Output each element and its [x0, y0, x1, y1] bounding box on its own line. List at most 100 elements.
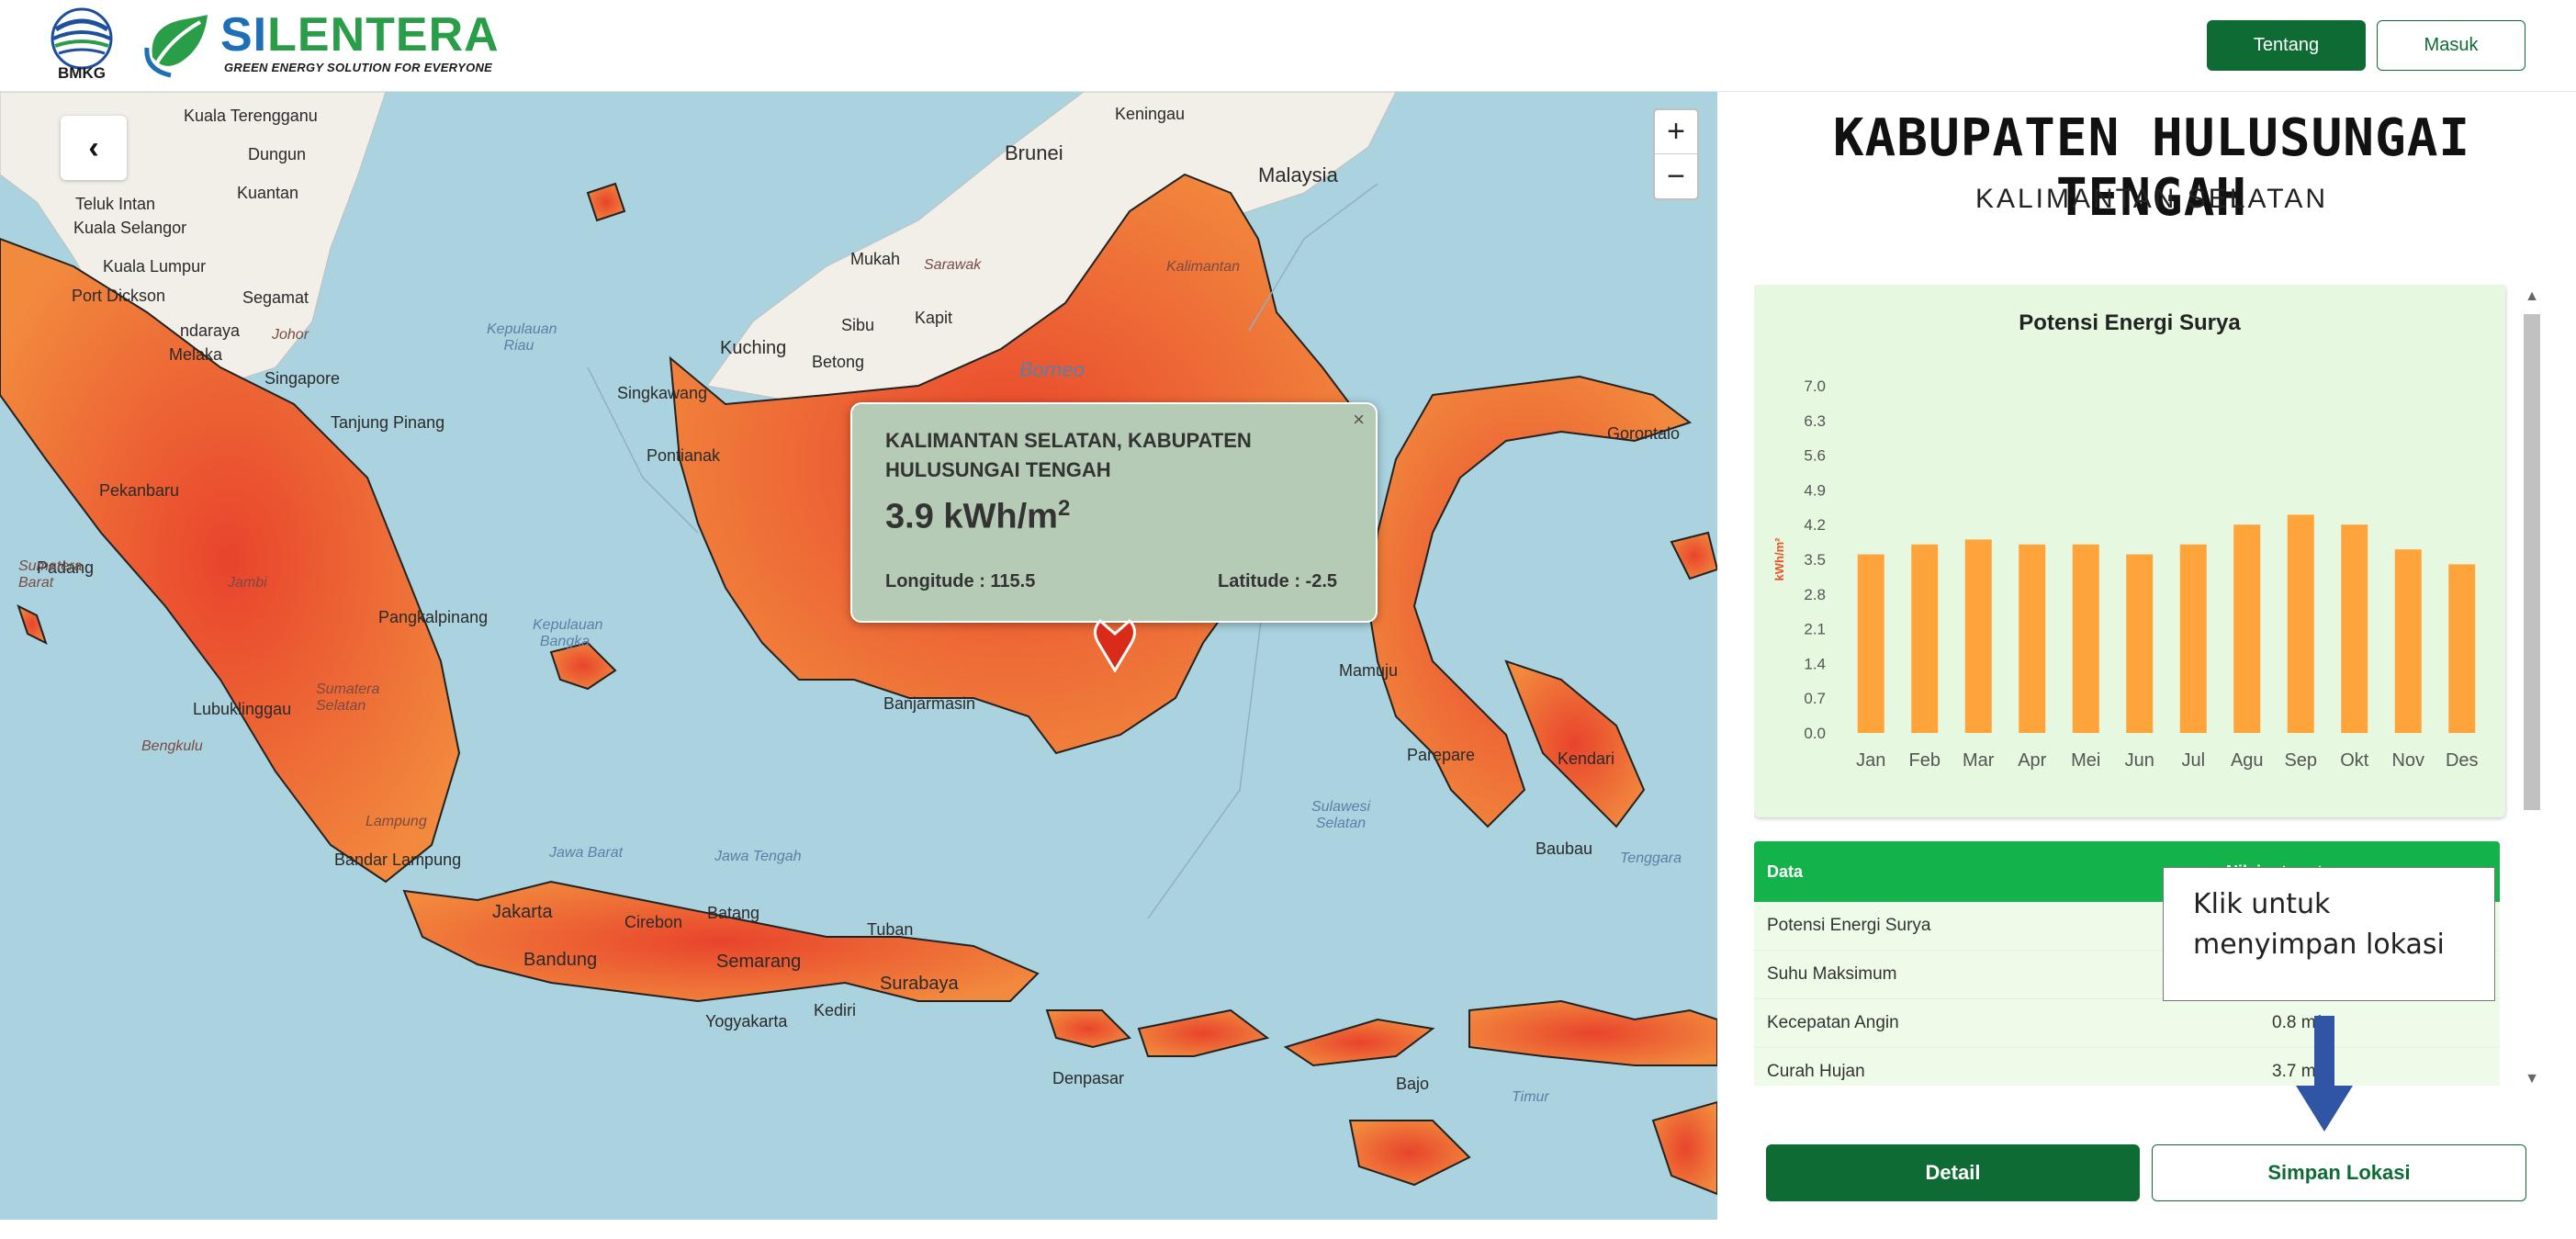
map-label: Tuban — [867, 920, 914, 939]
arrow-down-icon — [2296, 1016, 2353, 1132]
scroll-down-icon[interactable]: ▼ — [2525, 1071, 2539, 1087]
map-view[interactable]: Kuala Terengganu Dungun Kuantan Teluk In… — [0, 92, 1717, 1220]
map-label: Mukah — [850, 250, 901, 268]
chart-bar[interactable] — [2448, 564, 2476, 733]
save-location-button[interactable]: Simpan Lokasi — [2152, 1144, 2526, 1201]
bmkg-label: BMKG — [58, 64, 106, 82]
map-label: Jawa Barat — [549, 845, 624, 861]
map-label: Teluk Intan — [75, 195, 156, 213]
x-tick-label: Agu — [2231, 750, 2264, 771]
map-label: Pangkalpinang — [378, 608, 489, 626]
y-tick-label: 0.0 — [1804, 725, 1826, 742]
map-label: Kepulauan Bangka — [533, 617, 603, 649]
map-label: Bandar Lampung — [334, 850, 462, 869]
x-tick-label: Jun — [2125, 750, 2154, 771]
y-tick-label: 7.0 — [1804, 377, 1826, 395]
y-tick-label: 2.8 — [1804, 586, 1826, 603]
map-label: Jawa Tengah — [714, 849, 802, 864]
x-tick-label: Jan — [1856, 750, 1885, 771]
table-cell: Curah Hujan — [1767, 1062, 1865, 1081]
x-tick-label: Apr — [2018, 750, 2046, 771]
map-label: Kapit — [915, 309, 953, 327]
x-tick-label: Sep — [2284, 750, 2317, 771]
map-label: Lubuklinggau — [193, 700, 292, 718]
chart-bar[interactable] — [2072, 544, 2099, 733]
popup-value-sup: 2 — [1057, 496, 1071, 521]
back-button[interactable]: ‹ — [61, 116, 127, 180]
y-tick-label: 1.4 — [1804, 655, 1826, 672]
y-tick-label: 5.6 — [1804, 447, 1826, 465]
map-label: Betong — [812, 353, 865, 371]
chevron-left-icon: ‹ — [88, 130, 99, 165]
bmkg-logo — [51, 7, 113, 70]
y-tick-label: 4.9 — [1804, 481, 1826, 499]
map-label: Banjarmasin — [883, 694, 976, 713]
map-label: Baubau — [1535, 839, 1593, 858]
map-label: Kalimantan — [1166, 259, 1241, 275]
scroll-thumb[interactable] — [2524, 314, 2540, 810]
map-label: Cirebon — [624, 913, 683, 931]
table-cell: Potensi Energi Surya — [1767, 916, 1931, 935]
map-label: Pekanbaru — [99, 481, 180, 500]
chart-bar[interactable] — [1964, 539, 1992, 733]
scroll-up-icon[interactable]: ▲ — [2525, 288, 2539, 304]
chart-bar[interactable] — [2179, 544, 2207, 733]
tentang-button[interactable]: Tentang — [2207, 20, 2366, 71]
masuk-button[interactable]: Masuk — [2377, 20, 2525, 71]
map-label: Pontianak — [647, 446, 721, 465]
map-label: Timur — [1512, 1089, 1549, 1105]
panel-scrollbar[interactable]: ▲ ▼ — [2520, 288, 2544, 1087]
map-label: Melaka — [169, 345, 223, 364]
detail-panel: KABUPATEN HULUSUNGAI TENGAH KALIMANTAN S… — [1717, 92, 2576, 1220]
chart-bar[interactable] — [2126, 554, 2154, 733]
x-tick-label: Nov — [2391, 750, 2424, 771]
map-label: Johor — [272, 327, 309, 343]
chart-title: Potensi Energi Surya — [2019, 310, 2241, 335]
map-label: Tenggara — [1620, 850, 1682, 866]
x-tick-label: Okt — [2340, 750, 2369, 771]
map-label: Tanjung Pinang — [331, 413, 445, 432]
map-label: Sarawak — [924, 257, 982, 273]
map-label: Kediri — [814, 1001, 857, 1019]
location-popup: × KALIMANTAN SELATAN, KABUPATEN HULUSUNG… — [850, 402, 1378, 623]
map-label: Dungun — [248, 145, 307, 163]
popup-close-icon[interactable]: × — [1353, 408, 1365, 431]
chart-bar[interactable] — [2341, 524, 2368, 733]
chart-bar[interactable] — [1911, 544, 1939, 733]
map-label: Batang — [707, 904, 760, 922]
chart-card: Potensi Energi Surya 0.0 0.7 1.4 2.1 2.8 3.5 4… — [1754, 285, 2505, 817]
popup-longitude: Longitude : 115.5 — [885, 571, 1036, 591]
x-tick-label: Des — [2446, 750, 2479, 771]
region-title: KABUPATEN HULUSUNGAI TENGAH — [1832, 108, 2471, 228]
map-label: Bengkulu — [141, 738, 203, 754]
popup-latitude: Latitude : -2.5 — [1217, 571, 1337, 591]
map-label: Jakarta — [492, 902, 553, 922]
map-label: Kuala Lumpur — [103, 257, 207, 276]
map-label: Kuantan — [237, 184, 299, 202]
detail-button[interactable]: Detail — [1766, 1144, 2140, 1201]
location-marker-icon[interactable] — [1091, 608, 1139, 672]
table-row: Kecepatan Angin 0.8 m/s — [1754, 999, 2500, 1048]
x-tick-label: Jul — [2181, 750, 2205, 771]
chart-bar[interactable] — [1857, 554, 1884, 733]
map-label: Port Dickson — [72, 287, 166, 305]
table-cell: Suhu Maksimum — [1767, 964, 1897, 984]
map-label: Parepare — [1407, 746, 1476, 764]
chart-bar[interactable] — [2287, 514, 2314, 733]
y-tick-label: 2.1 — [1804, 621, 1826, 638]
map-label: Jambi — [228, 575, 267, 591]
zoom-in-button[interactable]: + — [1655, 110, 1697, 154]
map-label: Borneo — [1019, 358, 1085, 381]
chart-bar[interactable] — [2233, 524, 2261, 733]
zoom-out-button[interactable]: − — [1667, 158, 1685, 194]
chart-bar[interactable] — [2394, 549, 2422, 733]
map-label: Semarang — [716, 952, 802, 972]
table-header-cell: Data — [1767, 862, 1804, 881]
map-label: Mamuju — [1339, 661, 1399, 680]
map-label: Padang — [37, 558, 95, 577]
save-location-hint: Klik untuk menyimpan lokasi — [2163, 867, 2495, 1001]
brand-rest: LENTERA — [267, 8, 500, 62]
map-label: Kuching — [720, 338, 787, 358]
map-label: Lampung — [366, 814, 427, 829]
chart-bar[interactable] — [2019, 544, 2046, 733]
